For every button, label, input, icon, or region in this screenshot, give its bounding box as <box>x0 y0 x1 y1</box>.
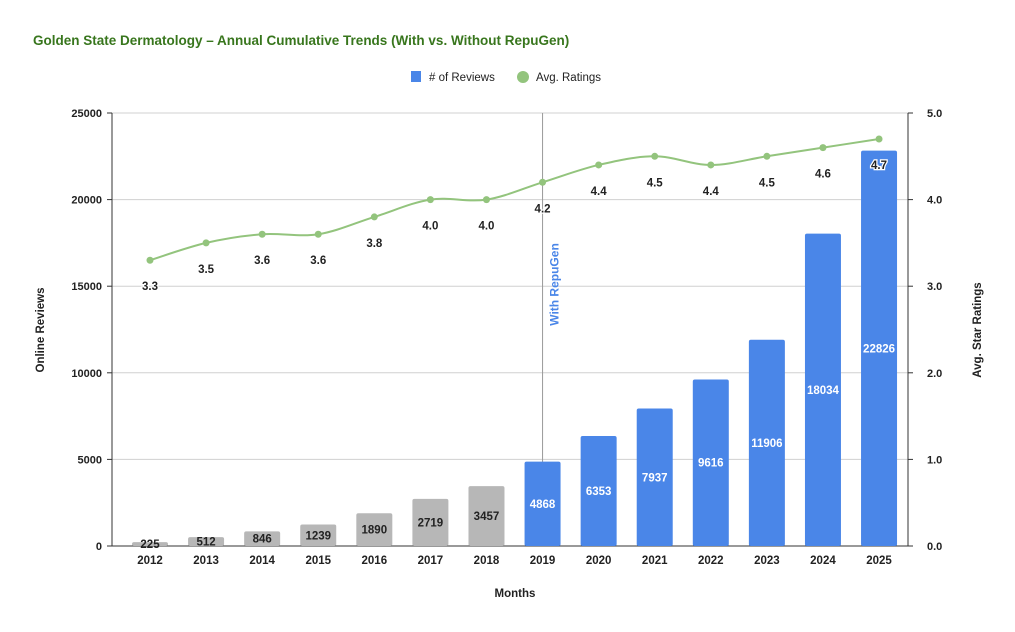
rating-point-2018 <box>482 196 490 204</box>
x-tick-label: 2025 <box>866 555 892 567</box>
rating-value-label: 4.0 <box>422 221 438 233</box>
x-tick-label: 2020 <box>586 555 612 567</box>
rating-point-2024 <box>819 144 827 152</box>
rating-value-label: 3.6 <box>254 255 270 267</box>
bar-value-label: 6353 <box>586 486 612 498</box>
y-tick-label: 15000 <box>71 281 102 293</box>
x-tick-label: 2013 <box>193 555 219 567</box>
bar-2013 <box>188 537 225 546</box>
bar-value-label: 512 <box>196 537 215 549</box>
bar-2020 <box>580 435 617 546</box>
rating-point-2012 <box>146 256 154 264</box>
rating-value-label: 3.6 <box>310 255 326 267</box>
bar-2017 <box>412 498 449 546</box>
x-tick-label: 2022 <box>698 555 724 567</box>
bar-value-label: 2719 <box>418 517 444 529</box>
rating-point-2016 <box>370 213 378 221</box>
rating-value-label: 4.0 <box>478 221 494 233</box>
rating-point-2021 <box>651 152 659 160</box>
rating-point-2025 <box>875 135 883 143</box>
x-tick-label: 2019 <box>530 555 556 567</box>
bar-2022 <box>692 379 729 546</box>
bar-value-label: 3457 <box>474 511 500 523</box>
y-tick-label: 0 <box>96 541 102 553</box>
x-tick-label: 2016 <box>362 555 388 567</box>
legend: # of Reviews Avg. Ratings <box>411 71 601 84</box>
bar-value-label: 225 <box>140 539 160 551</box>
legend-label-ratings: Avg. Ratings <box>536 72 601 84</box>
rating-point-2020 <box>595 161 603 169</box>
y2-tick-label: 2.0 <box>927 368 942 380</box>
rating-value-label: 4.4 <box>591 186 608 198</box>
bar-2018 <box>468 486 505 546</box>
rating-point-2023 <box>763 152 771 160</box>
rating-point-2015 <box>314 230 322 238</box>
rating-point-2019 <box>539 178 547 186</box>
rating-point-2017 <box>426 196 434 204</box>
rating-value-label: 3.8 <box>366 238 383 250</box>
rating-value-label: 3.5 <box>198 264 215 276</box>
bar-2021 <box>636 408 673 546</box>
x-tick-label: 2023 <box>754 555 780 567</box>
bar-value-label: 7937 <box>642 472 668 484</box>
bar-value-label: 11906 <box>751 438 782 450</box>
y2-tick-label: 0.0 <box>927 541 942 553</box>
rating-value-label: 3.3 <box>142 281 158 293</box>
repugen-marker-label: With RepuGen <box>548 243 562 326</box>
y-tick-label: 20000 <box>71 195 102 207</box>
bar-2019 <box>524 461 561 546</box>
rating-point-2013 <box>202 239 210 247</box>
bar-value-label: 4868 <box>530 499 556 511</box>
x-tick-label: 2018 <box>474 555 500 567</box>
y-axis-title: Online Reviews <box>35 287 47 372</box>
y-tick-label: 5000 <box>78 454 102 466</box>
x-axis-title: Months <box>495 588 536 600</box>
rating-point-2014 <box>258 230 266 238</box>
legend-swatch-ratings <box>517 71 529 83</box>
rating-point-2022 <box>707 161 715 169</box>
bar-2023 <box>748 339 785 546</box>
bar-2012 <box>132 542 168 546</box>
bar-2024 <box>804 233 841 546</box>
x-tick-label: 2024 <box>810 555 836 567</box>
x-tick-label: 2012 <box>137 555 163 567</box>
legend-label-reviews: # of Reviews <box>429 72 495 84</box>
bar-value-label: 18034 <box>807 385 840 397</box>
rating-value-label: 4.4 <box>703 186 720 198</box>
bar-value-label: 22826 <box>863 343 895 355</box>
bar-value-label: 9616 <box>698 458 724 470</box>
rating-value-label: 4.5 <box>759 177 776 189</box>
bar-value-label: 1890 <box>362 525 388 537</box>
bar-2015 <box>300 524 337 546</box>
bar-value-label: 846 <box>253 534 272 546</box>
rating-value-label: 4.6 <box>815 169 831 181</box>
x-tick-label: 2017 <box>418 555 444 567</box>
x-tick-label: 2021 <box>642 555 668 567</box>
x-tick-label: 2014 <box>249 555 275 567</box>
y2-axis-title: Avg. Star Ratings <box>972 282 984 377</box>
bar-2014 <box>244 531 281 546</box>
ratings-line <box>149 137 880 262</box>
rating-value-label: 4.7 <box>871 160 887 172</box>
y2-tick-label: 4.0 <box>927 195 942 207</box>
bar-2025 <box>861 150 898 546</box>
y2-tick-label: 5.0 <box>927 108 942 120</box>
x-tick-label: 2015 <box>305 555 331 567</box>
rating-value-label: 4.2 <box>535 203 551 215</box>
chart-title: Golden State Dermatology – Annual Cumula… <box>33 33 569 48</box>
legend-swatch-reviews <box>411 71 421 82</box>
y-tick-label: 10000 <box>71 368 102 380</box>
bar-2016 <box>356 513 393 546</box>
rating-value-label: 4.5 <box>647 177 664 189</box>
y2-tick-label: 3.0 <box>927 281 942 293</box>
y2-tick-label: 1.0 <box>927 454 942 466</box>
y-tick-label: 25000 <box>71 108 102 120</box>
bar-value-label: 1239 <box>305 530 331 542</box>
